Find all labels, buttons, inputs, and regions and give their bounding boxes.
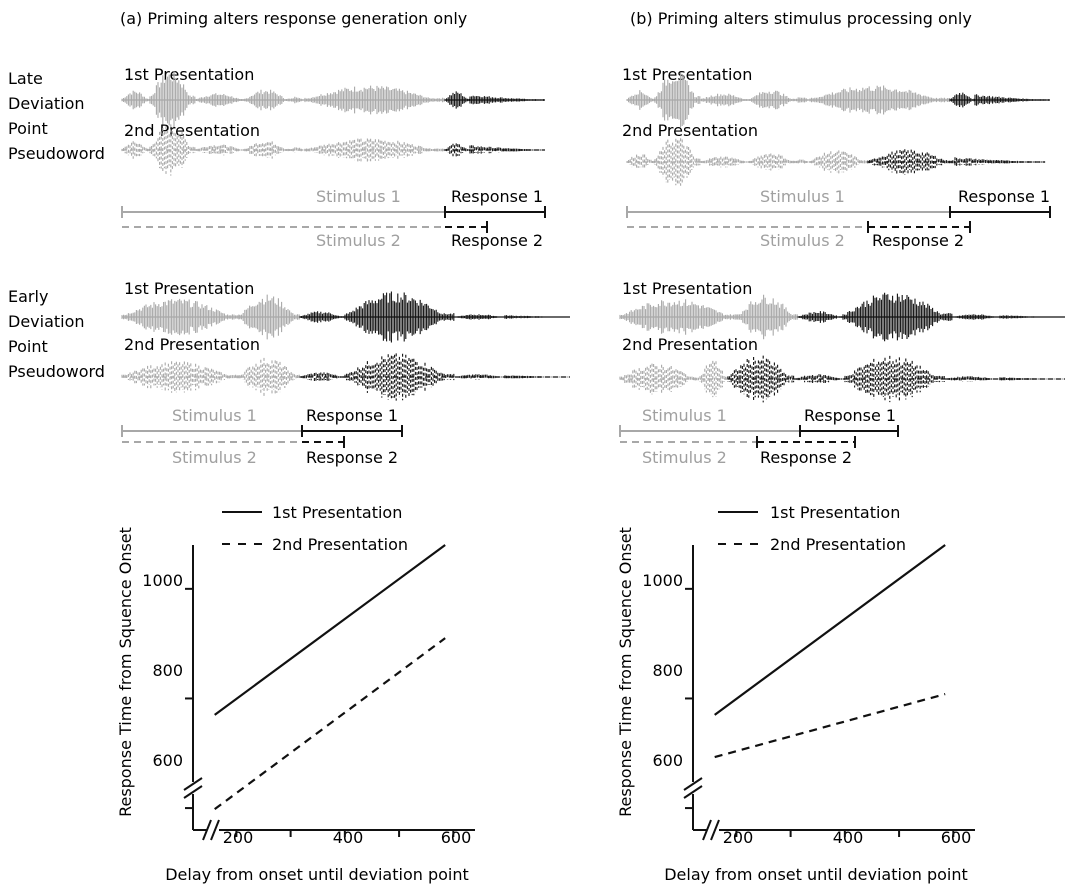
series-line [714, 693, 946, 759]
b-early-pres2-label: 2nd Presentation [622, 335, 758, 354]
chart-b-ytick-label-1000: 1000 [642, 571, 683, 590]
b-late-response1-label: Response 1 [958, 187, 1050, 206]
b-late-waveform-1 [626, 72, 1050, 128]
a-late-pres1-label: 1st Presentation [124, 65, 254, 84]
chart-b-xlabel: Delay from onset until deviation point [664, 865, 968, 884]
late-row-label-2: Deviation [8, 94, 85, 113]
series-line [214, 544, 446, 716]
waveform-segment [749, 153, 796, 171]
b-early-stimulus2-label: Stimulus 2 [642, 448, 727, 467]
chart-b-ytick-label-800: 800 [652, 661, 683, 680]
early-row-label-1: Early [8, 287, 48, 306]
chart-a-legend-1: 1st Presentation [272, 503, 402, 522]
a-early-pres1-label: 1st Presentation [124, 279, 254, 298]
chart-b-xtick-label-200: 200 [723, 828, 754, 847]
chart-a-xtick-label-600: 600 [441, 828, 472, 847]
waveform-segment [299, 372, 346, 382]
chart-b-xtick-label-400: 400 [833, 828, 864, 847]
a-early-stimulus2-label: Stimulus 2 [172, 448, 257, 467]
b-early-waveform-1 [619, 292, 1065, 342]
chart-b-legend-2: 2nd Presentation [770, 535, 906, 554]
a-early-response2-label: Response 2 [306, 448, 398, 467]
a-late-stimulus1-label: Stimulus 1 [316, 187, 401, 206]
b-late-pres1-label: 1st Presentation [622, 65, 752, 84]
a-early-stimulus1-label: Stimulus 1 [172, 406, 257, 425]
x-axis-break [702, 819, 720, 841]
chart-b-xtick-label-600: 600 [941, 828, 972, 847]
chart-a-ytick-label-600: 600 [152, 751, 183, 770]
a-early-pres2-label: 2nd Presentation [124, 335, 260, 354]
a-early-response1-label: Response 1 [306, 406, 398, 425]
early-row-label-4: Pseudoword [8, 362, 105, 381]
series-line [214, 637, 446, 811]
panel-a-title: (a) Priming alters response generation o… [120, 9, 467, 28]
a-late-response2-label: Response 2 [451, 231, 543, 250]
b-late-stimulus1-label: Stimulus 1 [760, 187, 845, 206]
waveform-segment [654, 138, 701, 186]
a-late-waveform-2 [121, 124, 545, 176]
waveform-segment [244, 141, 291, 159]
chart-a-ytick-label-800: 800 [152, 661, 183, 680]
x-axis-break [202, 819, 220, 841]
late-row-label-1: Late [8, 69, 43, 88]
a-late-response1-label: Response 1 [451, 187, 543, 206]
chart-a-ytick-label-1000: 1000 [142, 571, 183, 590]
b-early-response1-label: Response 1 [804, 406, 896, 425]
b-late-stimulus2-label: Stimulus 2 [760, 231, 845, 250]
b-late-response2-label: Response 2 [872, 231, 964, 250]
b-late-pres2-label: 2nd Presentation [622, 121, 758, 140]
b-early-stimulus1-label: Stimulus 1 [642, 406, 727, 425]
a-late-pres2-label: 2nd Presentation [124, 121, 260, 140]
chart-b-ytick-label-600: 600 [652, 751, 683, 770]
early-row-label-2: Deviation [8, 312, 85, 331]
late-row-label-3: Point [8, 119, 48, 138]
chart-a: 1st Presentation 2nd Presentation Respon… [116, 503, 475, 884]
chart-a-xtick-label-400: 400 [333, 828, 364, 847]
early-row-label-3: Point [8, 337, 48, 356]
a-early-waveform-2 [121, 353, 570, 401]
a-late-stimulus2-label: Stimulus 2 [316, 231, 401, 250]
chart-a-ylabel: Response Time from Squence Onset [116, 527, 135, 817]
chart-b-legend-1: 1st Presentation [770, 503, 900, 522]
series-line [714, 544, 946, 716]
b-early-waveform-2 [619, 355, 1065, 403]
chart-b: 1st Presentation 2nd Presentation Respon… [616, 503, 975, 884]
b-early-response2-label: Response 2 [760, 448, 852, 467]
y-axis-break [683, 777, 703, 799]
y-axis-break [183, 777, 203, 799]
a-early-waveform-1 [121, 291, 570, 343]
chart-a-legend-2: 2nd Presentation [272, 535, 408, 554]
a-late-waveform-1 [121, 71, 545, 129]
chart-b-ylabel: Response Time from Squence Onset [616, 527, 635, 817]
panel-b-title: (b) Priming alters stimulus processing o… [630, 9, 972, 28]
b-late-waveform-2 [626, 138, 1046, 186]
late-row-label-4: Pseudoword [8, 144, 105, 163]
chart-a-xtick-label-200: 200 [223, 828, 254, 847]
chart-a-xlabel: Delay from onset until deviation point [165, 865, 469, 884]
b-early-pres1-label: 1st Presentation [622, 279, 752, 298]
